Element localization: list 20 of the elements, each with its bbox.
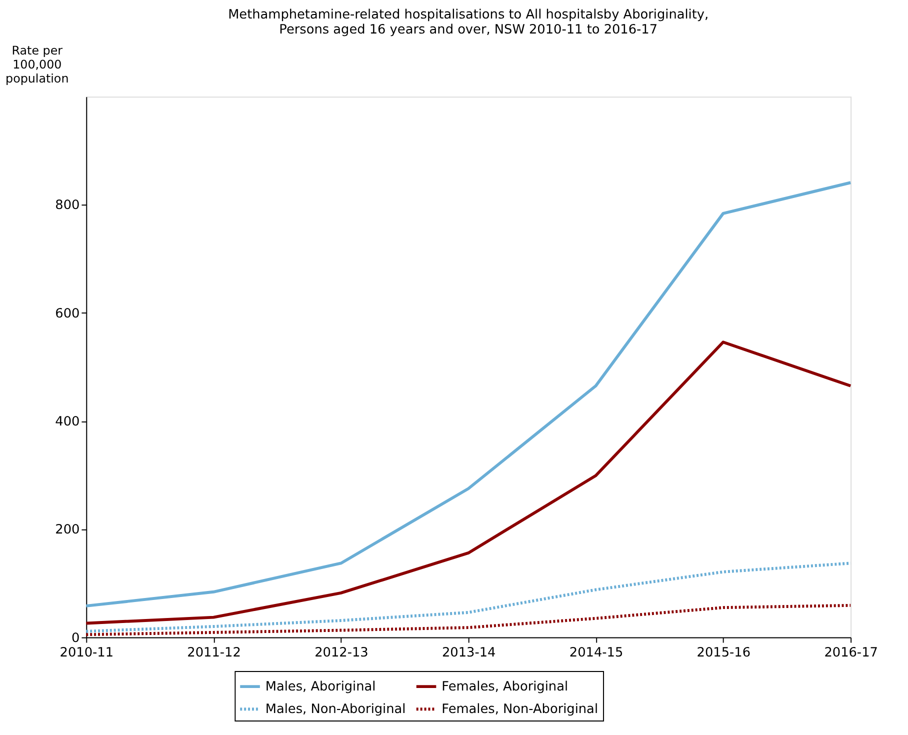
y-tick-label: 600 [55,306,80,322]
legend-label: Females, Non-Aboriginal [442,702,598,718]
y-axis-title: Rate per 100,000 population [6,44,69,86]
line-series [84,340,852,625]
x-tick-label: 2015-16 [696,646,751,661]
y-tick-label: 400 [55,414,80,430]
y-tick-label: 800 [55,198,80,214]
line-series [84,181,852,608]
x-tick-label: 2012-13 [314,646,368,661]
chart-title: Methamphetamine-related hospitalisations to All hospitalsby Aboriginality, Persons aged 16 years and over, NSW 2010-11 to 2016-17 [228,7,709,38]
y-tick-label: 0 [72,630,80,646]
y-tick-label: 200 [55,522,80,538]
legend-label: Males, Aboriginal [265,680,376,695]
x-tick-label: 2011-12 [187,646,241,661]
x-tick-label: 2014-15 [569,646,624,661]
legend-label: Females, Aboriginal [442,680,568,695]
x-tick-label: 2010-11 [60,646,114,661]
x-tick-label: 2013-14 [442,646,496,661]
legend-label: Males, Non-Aboriginal [265,702,406,718]
x-tick-label: 2016-17 [824,646,878,661]
